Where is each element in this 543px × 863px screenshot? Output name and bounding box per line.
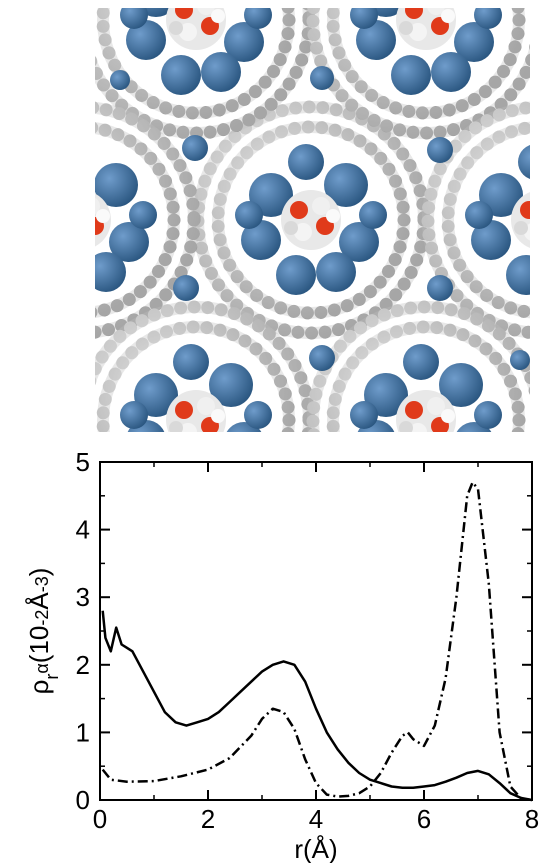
y-axis-label-part: (10	[24, 626, 54, 664]
y-axis-label-part: -2	[32, 610, 52, 626]
x-tick-label: 6	[417, 804, 431, 834]
data-line	[101, 610, 533, 802]
y-tick-label: 1	[76, 717, 90, 747]
x-tick-label: 2	[201, 804, 215, 834]
x-tick-label: 4	[309, 804, 323, 834]
y-tick-label: 3	[76, 582, 90, 612]
y-axis-label-part: )	[24, 568, 54, 577]
y-axis-label-part: r	[42, 674, 62, 680]
y-axis-label-part: ρ	[24, 680, 54, 695]
data-line	[101, 481, 533, 802]
y-axis-label-part: α	[32, 663, 52, 673]
plot-frame	[99, 461, 533, 801]
y-axis-label-part: -3	[32, 576, 52, 592]
x-tick-label: 8	[525, 804, 539, 834]
y-tick-label: 5	[76, 447, 90, 477]
x-axis-label: r(Å)	[294, 834, 337, 863]
y-tick-label: 0	[76, 785, 90, 815]
x-tick-label: 0	[93, 804, 107, 834]
molecular-snapshot	[95, 8, 530, 432]
y-tick-label: 4	[76, 515, 90, 545]
y-tick-label: 2	[76, 650, 90, 680]
y-axis-label: ρrα(10-2Å-3)	[24, 568, 62, 695]
y-axis-label-part: Å	[24, 592, 54, 610]
